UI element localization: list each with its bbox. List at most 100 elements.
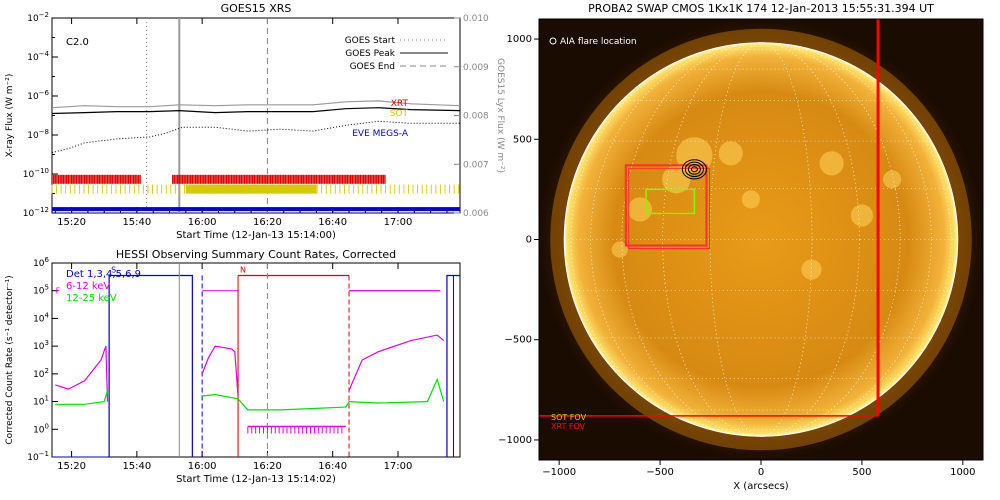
series-6-12-kev (55, 345, 109, 402)
legend-label: GOES Start (345, 36, 396, 46)
state-marker-label: N (240, 265, 246, 274)
flare-contour (681, 159, 707, 180)
y-axis-label: Corrected Count Rate (s⁻¹ detector⁻¹) (5, 275, 15, 444)
y-tick-label: −1000 (498, 435, 532, 446)
y-tick-label: 103 (33, 339, 49, 352)
active-region-blob (741, 190, 760, 209)
y-tick-label: 106 (33, 256, 49, 269)
active-region-blob (611, 241, 628, 258)
series-6-12-kev (348, 334, 445, 391)
flare-fov-box (624, 164, 708, 247)
legend-label: GOES End (350, 62, 395, 72)
active-region-blob (627, 197, 653, 222)
active-region-blob (819, 151, 844, 176)
y-tick-label: 10−10 (23, 167, 49, 180)
chart-title: PROBA2 SWAP CMOS 1Kx1K 174 12-Jan-2013 1… (588, 2, 934, 15)
x-tick-label: 15:20 (57, 217, 86, 228)
x-tick-label: 16:20 (253, 461, 282, 472)
legend-label: GOES Peak (345, 49, 395, 59)
x-tick-label: 16:40 (318, 217, 347, 228)
x-tick-label: −500 (646, 467, 673, 478)
y-tick-label: 10−4 (27, 50, 49, 63)
goes-dotted-series (51, 120, 460, 154)
y-tick-label: 101 (33, 395, 49, 408)
goes-xrs-chart: GOES15 XRS 10−12 10−10 10−8 10−6 10−4 10−2 0.00… (5, 2, 505, 241)
y-right-tick-label: 0.006 (463, 209, 489, 219)
eve-obs-bar (52, 207, 460, 212)
active-region-blob (718, 141, 743, 166)
flare-contour (684, 161, 704, 178)
goes-gray-series (51, 100, 461, 109)
y-tick-label: 102 (33, 367, 49, 380)
x-tick-label: 500 (852, 467, 871, 478)
det-line (446, 274, 460, 457)
plot-frame (51, 262, 461, 458)
y-right-axis-label: GOES15 Lyx Flux (W m⁻²) (495, 58, 505, 173)
flare-contour (690, 166, 698, 173)
legend-label: XRT FOV (551, 422, 586, 431)
active-region-blob (801, 259, 822, 280)
x-tick-label: 16:20 (253, 217, 282, 228)
limb-circle (563, 42, 959, 437)
y-tick-label: 10−2 (27, 11, 49, 24)
state-marker-label: S (111, 265, 116, 274)
aia-fov-box (645, 188, 696, 215)
x-tick-label: 16:00 (188, 217, 217, 228)
series-12-25-kev (202, 393, 350, 411)
x-tick-label: 1000 (950, 467, 975, 478)
y-tick-label: 10−6 (27, 89, 49, 102)
flare-class-label: C2.0 (66, 37, 89, 48)
y-tick-label: 100 (33, 422, 49, 435)
y-tick-label: 500 (513, 134, 532, 145)
y-right-tick-label: 0.009 (463, 63, 489, 73)
series-12-25-kev (55, 390, 109, 405)
legend-label: 12-25 keV (66, 293, 117, 304)
legend-label: Det 1,3,4,5,6,9 (66, 269, 141, 280)
y-tick-label: −500 (505, 335, 532, 346)
x-tick-label: 16:00 (188, 461, 217, 472)
y-tick-label: 10−12 (23, 206, 49, 219)
y-tick-label: 0 (526, 235, 532, 246)
active-region-blob (850, 204, 874, 227)
x-tick-label: 17:00 (384, 217, 413, 228)
y-right-tick-label: 0.010 (463, 14, 489, 24)
longitude-line (709, 42, 813, 437)
x-axis-label: X (arcsecs) (733, 481, 789, 492)
x-axis-label: Start Time (12-Jan-13 15:14:00) (176, 230, 336, 241)
instrument-label: SOT (390, 109, 409, 119)
sot-obs-block (185, 184, 317, 194)
chart-title: HESSI Observing Summary Count Rates, Cor… (116, 248, 396, 261)
x-tick-label: 15:40 (122, 217, 151, 228)
x-tick-label: 17:00 (384, 461, 413, 472)
legend-label: 6-12 keV (66, 281, 110, 292)
y-tick-label: 10−1 (27, 450, 49, 463)
y-axis-label: X-ray Flux (W m⁻²) (5, 74, 15, 158)
y-tick-label: 105 (33, 284, 49, 297)
hessi-chart: HESSI Observing Summary Count Rates, Cor… (5, 248, 461, 485)
y-tick-label: 10−8 (27, 128, 49, 141)
instrument-label: XRT (391, 99, 409, 109)
active-region-blob (883, 170, 902, 189)
flare-fov-box-offset (628, 167, 711, 250)
instrument-label: EVE MEGS-A (352, 129, 409, 139)
longitude-line (570, 42, 952, 437)
legend-label: SOT FOV (551, 413, 587, 422)
series-6-12-kev (201, 345, 239, 397)
y-tick-label: 104 (33, 311, 49, 324)
aia-legend-symbol (549, 37, 557, 45)
x-axis-label: Start Time (12-Jan-13 15:14:02) (176, 474, 336, 485)
det-line (108, 274, 193, 457)
y-right-tick-label: 0.008 (463, 112, 489, 122)
chart-title: GOES15 XRS (221, 2, 292, 15)
x-tick-label: 15:20 (57, 461, 86, 472)
state-marker-label: F (56, 287, 61, 296)
x-tick-label: 15:40 (122, 461, 151, 472)
series-12-25-kev (348, 377, 445, 404)
legend-label: AIA flare location (560, 37, 637, 47)
x-tick-label: 16:40 (318, 461, 347, 472)
goes-black-series (51, 107, 461, 115)
y-right-tick-label: 0.007 (463, 160, 489, 170)
